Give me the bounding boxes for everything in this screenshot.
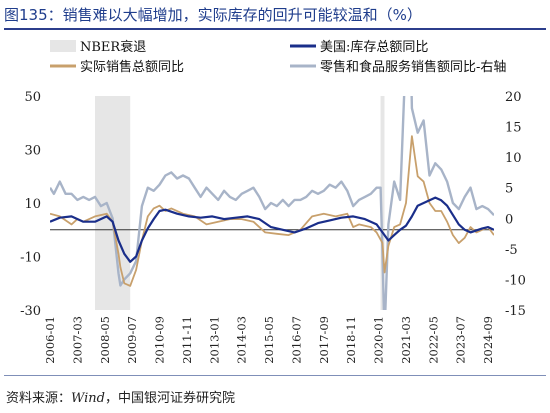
x-tick-label: 2018-11 bbox=[344, 316, 358, 364]
footer-rule bbox=[4, 375, 546, 376]
right-tick-label: 0 bbox=[505, 212, 513, 227]
series-line-retail bbox=[50, 96, 494, 310]
right-tick-label: 20 bbox=[505, 90, 522, 105]
left-tick-label: 10 bbox=[24, 197, 41, 212]
x-tick-label: 2020-01 bbox=[372, 316, 386, 364]
x-tick-label: 2022-05 bbox=[426, 316, 440, 364]
recession-band-1 bbox=[380, 96, 385, 310]
series-line-inv bbox=[50, 196, 494, 263]
x-tick-label: 2006-01 bbox=[43, 316, 57, 364]
x-tick-label: 2016-07 bbox=[289, 316, 303, 364]
x-tick-label: 2017-09 bbox=[317, 316, 331, 364]
recession-band-0 bbox=[94, 96, 131, 310]
x-tick-label: 2008-05 bbox=[98, 316, 112, 364]
x-tick-label: 2009-07 bbox=[125, 316, 139, 364]
source-wind: Wind bbox=[71, 391, 106, 406]
legend-label-retail: 零售和食品服务销售额同比-右轴 bbox=[320, 59, 506, 75]
x-axis-ticks: 2006-01 2007-03 2008-05 2009-07 2010-09 2011-… bbox=[43, 316, 495, 364]
figure-title: 图135：销售难以大幅增加，实际库存的回升可能较温和（%） bbox=[4, 6, 422, 24]
legend-label-nber: NBER衰退 bbox=[80, 39, 146, 55]
left-tick-label: 50 bbox=[24, 90, 41, 105]
series-lines bbox=[50, 96, 494, 310]
right-tick-label: -15 bbox=[505, 304, 526, 319]
right-tick-label: 15 bbox=[505, 121, 522, 136]
x-tick-label: 2011-11 bbox=[180, 316, 194, 364]
x-tick-label: 2024-09 bbox=[481, 316, 495, 364]
x-tick-label: 2021-03 bbox=[399, 316, 413, 364]
right-tick-label: 5 bbox=[505, 182, 513, 197]
x-tick-label: 2023-07 bbox=[454, 316, 468, 364]
legend-label-inv: 美国:库存总额同比 bbox=[320, 39, 428, 55]
x-tick-label: 2007-03 bbox=[70, 316, 84, 364]
title-underline bbox=[4, 28, 546, 30]
x-tick-label: 2013-01 bbox=[207, 316, 221, 364]
left-tick-label: -10 bbox=[20, 251, 41, 266]
right-tick-label: -10 bbox=[505, 273, 526, 288]
x-tick-label: 2014-03 bbox=[235, 316, 249, 364]
left-tick-label: -30 bbox=[20, 304, 41, 319]
legend-swatch-nber bbox=[50, 40, 76, 52]
x-tick-label: 2010-09 bbox=[153, 316, 167, 364]
legend-label-real: 实际销售总额同比 bbox=[80, 59, 184, 75]
right-axis-ticks: 20 15 10 5 0 -5 -10 -15 bbox=[505, 90, 526, 319]
right-tick-label: 10 bbox=[505, 151, 522, 166]
right-tick-label: -5 bbox=[505, 243, 518, 258]
x-tick-label: 2015-05 bbox=[262, 316, 276, 364]
source-note: 资料来源：Wind，中国银河证券研究院 bbox=[6, 387, 235, 406]
source-prefix: 资料来源： bbox=[6, 391, 72, 406]
recession-bands bbox=[94, 96, 385, 310]
source-suffix: ，中国银河证券研究院 bbox=[105, 391, 236, 406]
left-tick-label: 30 bbox=[24, 144, 41, 159]
left-axis-ticks: 50 30 10 -10 -30 bbox=[20, 90, 41, 319]
